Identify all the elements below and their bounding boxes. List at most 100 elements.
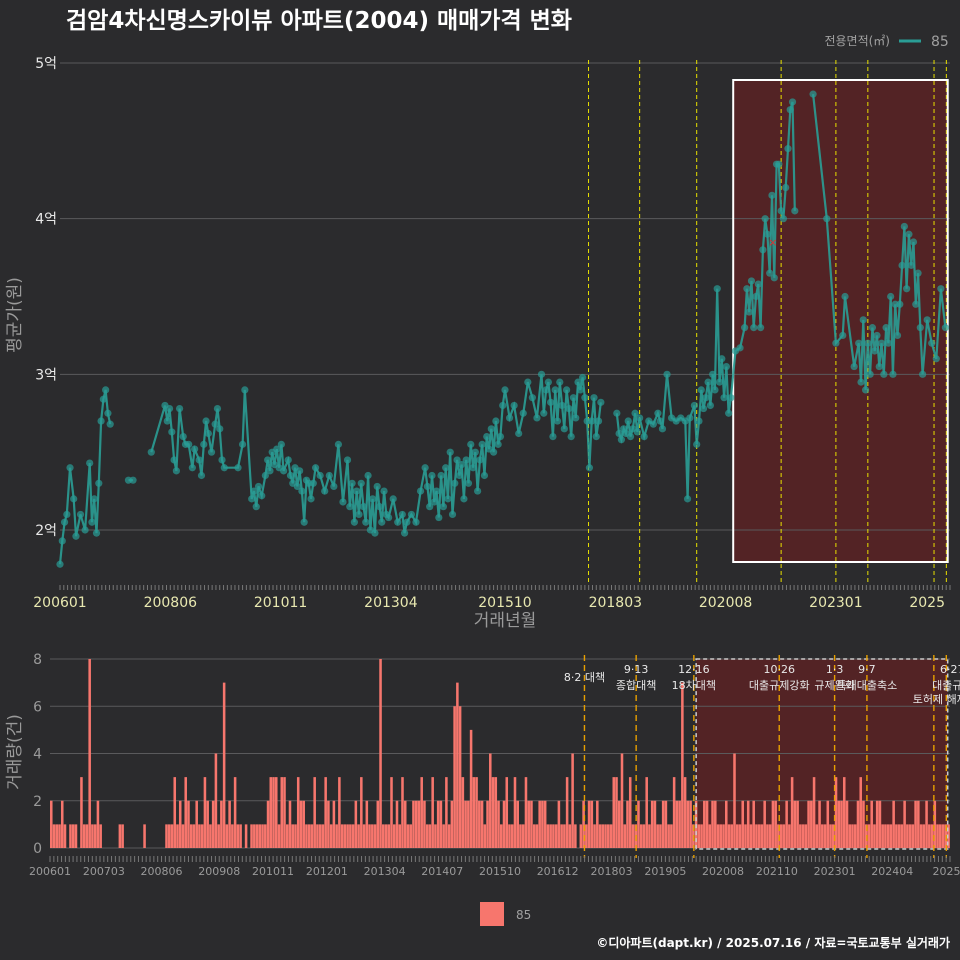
volume-bar	[530, 800, 533, 848]
price-point	[750, 324, 758, 332]
volume-bar	[214, 753, 218, 848]
volume-bar	[642, 824, 646, 848]
volume-bar	[329, 824, 333, 848]
price-point	[172, 467, 180, 475]
price-point	[711, 386, 719, 394]
volume-bar	[859, 777, 862, 848]
volume-bar	[497, 800, 500, 848]
volume-x-tick-label: 202301	[814, 865, 856, 878]
event-label: 9·7	[858, 663, 876, 676]
price-point	[163, 417, 171, 425]
price-point	[743, 285, 751, 293]
volume-bar	[170, 824, 174, 848]
volume-bar	[266, 800, 270, 848]
volume-bar	[774, 800, 777, 848]
price-point	[129, 476, 137, 484]
price-point	[658, 425, 667, 433]
price-point	[437, 471, 445, 480]
volume-bar	[291, 824, 294, 848]
volume-x-tick-label: 201304	[364, 865, 406, 878]
volume-bar	[118, 824, 122, 848]
price-point	[63, 510, 71, 519]
price-point	[412, 518, 420, 526]
volume-bar	[711, 800, 714, 848]
volume-y-tick-label: 6	[33, 699, 42, 715]
price-point	[104, 409, 112, 417]
price-point	[932, 355, 940, 363]
volume-bar	[659, 824, 662, 848]
volume-bar	[801, 824, 805, 848]
volume-bar	[864, 824, 868, 848]
price-point	[912, 300, 920, 308]
price-point	[715, 378, 724, 386]
volume-bar	[85, 824, 89, 848]
volume-bar	[541, 800, 544, 848]
price-point	[722, 362, 730, 371]
volume-bar	[456, 682, 459, 848]
volume-bar	[895, 824, 898, 848]
volume-bar	[922, 824, 926, 848]
volume-bar	[796, 800, 799, 848]
volume-bar	[167, 824, 171, 848]
volume-bar	[502, 800, 506, 848]
volume-bar	[552, 824, 555, 848]
price-point	[505, 414, 514, 422]
price-panel: 2억 3억 4억 5억 × 200601 200806 201011 201304 201510 2…	[5, 56, 951, 631]
price-point	[499, 401, 507, 410]
price-point	[914, 269, 922, 277]
volume-bar	[406, 824, 410, 848]
price-point	[483, 433, 491, 441]
price-point	[90, 495, 98, 503]
volume-bar	[936, 824, 939, 848]
highlight-border	[732, 79, 949, 563]
price-point	[567, 433, 575, 441]
volume-bar	[851, 824, 854, 848]
price-point	[258, 492, 266, 500]
volume-bar	[947, 824, 950, 848]
price-point	[859, 316, 867, 324]
price-point	[683, 495, 692, 503]
volume-bar	[510, 824, 514, 848]
volume-bar	[475, 777, 478, 848]
volume-bar	[656, 824, 659, 848]
price-point	[487, 425, 495, 433]
price-point	[496, 433, 505, 441]
price-point	[588, 417, 596, 425]
price-point	[581, 394, 589, 402]
volume-bar	[826, 800, 830, 848]
price-point	[809, 90, 817, 98]
volume-bar	[376, 800, 380, 848]
x-tick-label: 202301	[809, 595, 862, 611]
event-label: 특례대출축소	[837, 679, 898, 692]
volume-bar	[681, 682, 684, 848]
price-point	[400, 529, 409, 537]
price-point	[378, 518, 386, 526]
price-point	[759, 246, 767, 254]
volume-bar	[845, 800, 849, 848]
price-point	[697, 386, 705, 394]
price-point	[357, 479, 365, 487]
price-point	[460, 495, 468, 503]
price-point	[553, 417, 562, 425]
price-point	[928, 339, 936, 347]
volume-bar	[590, 800, 594, 848]
volume-bar	[884, 824, 887, 848]
volume-bar	[209, 824, 212, 848]
volume-bar	[483, 824, 487, 848]
volume-bar	[823, 824, 827, 848]
volume-bar	[296, 777, 300, 848]
volume-bar	[321, 824, 325, 848]
volume-bar	[343, 824, 347, 848]
volume-bar	[198, 824, 201, 848]
price-point	[916, 324, 924, 332]
price-point	[585, 464, 594, 472]
price-point	[188, 464, 196, 472]
volume-bar	[192, 824, 196, 848]
volume-bar	[878, 800, 882, 848]
volume-bar	[50, 800, 53, 848]
volume-bar	[546, 824, 550, 848]
volume-bar	[371, 824, 374, 848]
price-point	[563, 386, 571, 394]
price-point	[316, 471, 324, 480]
volume-bar	[779, 824, 783, 848]
